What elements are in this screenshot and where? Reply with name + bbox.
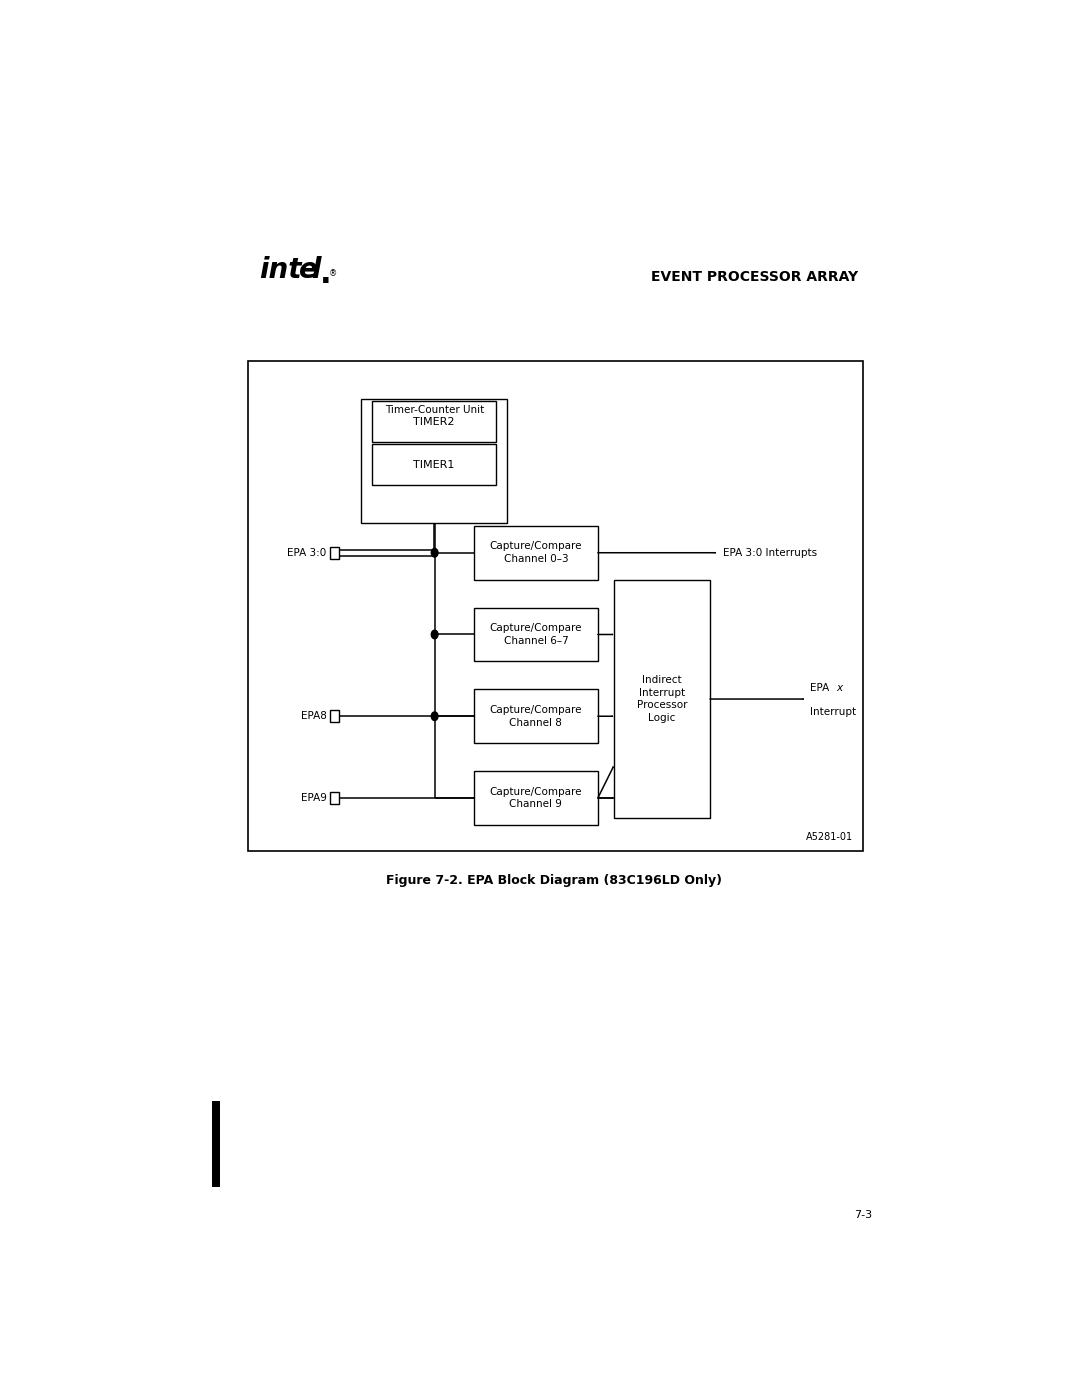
- Bar: [330, 792, 339, 803]
- Text: x: x: [836, 683, 842, 693]
- Text: Interrupt: Interrupt: [810, 707, 856, 717]
- Text: int: int: [259, 256, 301, 284]
- Text: Figure 7-2. EPA Block Diagram (83C196LD Only): Figure 7-2. EPA Block Diagram (83C196LD …: [386, 875, 721, 887]
- Text: EPA9: EPA9: [301, 793, 326, 803]
- Bar: [474, 525, 598, 580]
- Text: 7-3: 7-3: [854, 1210, 873, 1220]
- Text: Timer-Counter Unit: Timer-Counter Unit: [384, 405, 484, 415]
- Bar: [361, 400, 508, 522]
- Text: EVENT PROCESSOR ARRAY: EVENT PROCESSOR ARRAY: [651, 270, 858, 284]
- Text: EPA 3:0: EPA 3:0: [287, 548, 326, 557]
- Text: A5281-01: A5281-01: [806, 833, 853, 842]
- Text: Capture/Compare
Channel 8: Capture/Compare Channel 8: [489, 705, 582, 728]
- Bar: [372, 401, 496, 441]
- Bar: [330, 546, 339, 559]
- Bar: [212, 1101, 220, 1187]
- Text: Indirect
Interrupt
Processor
Logic: Indirect Interrupt Processor Logic: [636, 675, 687, 724]
- Text: .: .: [320, 260, 332, 289]
- Bar: [474, 689, 598, 743]
- Text: TIMER2: TIMER2: [413, 416, 455, 426]
- Text: ®: ®: [329, 270, 337, 278]
- Text: Capture/Compare
Channel 9: Capture/Compare Channel 9: [489, 787, 582, 809]
- Text: l: l: [312, 256, 321, 284]
- Text: Capture/Compare
Channel 6–7: Capture/Compare Channel 6–7: [489, 623, 582, 645]
- Bar: [474, 608, 598, 661]
- Text: e: e: [299, 256, 318, 284]
- Circle shape: [431, 549, 438, 557]
- Bar: [613, 580, 710, 819]
- Text: EPA 3:0 Interrupts: EPA 3:0 Interrupts: [724, 548, 818, 557]
- Bar: [330, 710, 339, 722]
- Bar: [248, 362, 863, 851]
- Bar: [474, 771, 598, 824]
- Text: TIMER1: TIMER1: [414, 460, 455, 469]
- Bar: [372, 444, 496, 485]
- Text: EPA: EPA: [810, 683, 829, 693]
- Text: Capture/Compare
Channel 0–3: Capture/Compare Channel 0–3: [489, 541, 582, 564]
- Circle shape: [431, 712, 438, 721]
- Text: EPA8: EPA8: [301, 711, 326, 721]
- Circle shape: [431, 630, 438, 638]
